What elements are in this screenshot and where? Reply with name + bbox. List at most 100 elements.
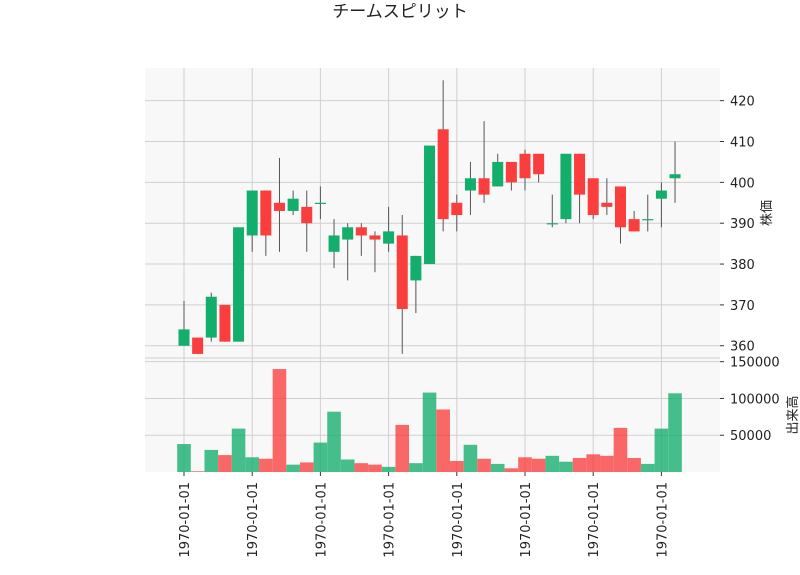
x-tick-label: 1970-01-01 <box>587 482 602 558</box>
volume-bar <box>613 427 628 472</box>
volume-bar <box>654 428 669 472</box>
candle <box>328 219 340 269</box>
candle-body <box>410 255 422 281</box>
x-tick-label: 1970-01-01 <box>314 482 329 558</box>
candle <box>642 194 654 232</box>
volume-bar <box>640 463 655 472</box>
candle-body <box>260 190 272 236</box>
volume-bar <box>450 460 464 472</box>
price-tick-label: 370 <box>730 299 755 314</box>
volume-bar <box>395 424 410 472</box>
candle-body <box>505 161 517 183</box>
candle <box>614 186 626 244</box>
candle <box>219 304 231 342</box>
price-tick-label: 420 <box>730 95 755 110</box>
price-axis-ticks: 360 370 380 390 400 410 420 <box>720 95 755 355</box>
volume-bar <box>381 466 396 472</box>
candle <box>355 223 367 256</box>
volume-bar <box>477 458 491 472</box>
candle-body <box>560 153 572 220</box>
candle <box>587 178 599 220</box>
candle <box>396 215 408 354</box>
candle-body <box>492 161 504 187</box>
candle <box>383 206 395 252</box>
candle-body <box>219 304 231 342</box>
volume-bar <box>518 457 532 472</box>
candle <box>533 153 545 183</box>
candle <box>655 182 667 228</box>
candles <box>178 80 681 354</box>
candle <box>178 300 190 346</box>
candle-body <box>614 186 626 228</box>
candle-body <box>533 153 545 175</box>
x-axis-ticks: 1970-01-01 1970-01-01 1970-01-01 1970-01-01… <box>178 472 670 558</box>
candle-body <box>287 198 299 211</box>
candle-body <box>383 231 395 244</box>
candle <box>233 227 245 342</box>
candle <box>560 153 572 224</box>
candle-body <box>178 329 190 346</box>
volume-bar <box>177 444 191 472</box>
candle-body <box>642 219 654 221</box>
candle <box>451 194 463 232</box>
volume-bar <box>436 409 450 472</box>
candle <box>192 337 204 354</box>
candle-body <box>437 129 449 220</box>
candle-body <box>519 153 531 179</box>
candle-body <box>655 190 667 199</box>
candle-body <box>205 296 217 338</box>
volume-bar <box>272 369 287 472</box>
price-tick-label: 410 <box>730 136 755 151</box>
volume-bars <box>177 369 682 472</box>
x-tick-label: 1970-01-01 <box>451 482 466 558</box>
x-tick-label: 1970-01-01 <box>655 482 670 558</box>
candle-body <box>233 227 245 342</box>
volume-tick-label: 100000 <box>730 392 780 407</box>
volume-bar <box>354 463 369 472</box>
candle-body <box>478 178 490 195</box>
candle-body <box>628 219 640 232</box>
candle <box>669 141 681 203</box>
price-tick-label: 360 <box>730 340 755 355</box>
x-tick-label: 1970-01-01 <box>383 482 398 558</box>
candle <box>437 80 449 232</box>
x-tick-label: 1970-01-01 <box>519 482 534 558</box>
x-gridlines <box>183 68 662 472</box>
candle-body <box>369 235 381 240</box>
candle <box>492 153 504 187</box>
candle <box>260 190 272 256</box>
volume-bar <box>490 463 505 472</box>
volume-bar <box>409 463 423 472</box>
volume-bar <box>190 471 205 472</box>
volume-bar <box>586 454 600 472</box>
price-tick-label: 390 <box>730 217 755 232</box>
candle <box>301 190 313 252</box>
volume-bar <box>668 393 682 472</box>
x-tick-label: 1970-01-01 <box>246 482 261 558</box>
candle-body <box>314 202 326 204</box>
volume-bar <box>327 411 341 472</box>
candle <box>628 210 640 232</box>
candle <box>369 231 381 273</box>
volume-bar <box>463 444 478 472</box>
candle <box>519 149 531 191</box>
chart-title: チームスピリット <box>332 2 468 22</box>
volume-bar <box>231 428 246 472</box>
volume-bar <box>572 458 587 472</box>
candle-body <box>301 206 313 224</box>
volume-tick-label: 150000 <box>730 356 780 371</box>
volume-axis-label: 出来高 <box>785 395 800 434</box>
candle-body <box>424 145 436 265</box>
volume-bar <box>259 458 273 472</box>
candle-body <box>246 190 258 236</box>
candle-body <box>355 227 367 236</box>
candle-body <box>546 223 558 225</box>
candle <box>464 161 476 216</box>
volume-bar <box>340 459 355 472</box>
candle <box>478 121 490 203</box>
candle-body <box>587 178 599 216</box>
candle-body <box>601 202 613 207</box>
volume-tick-label: 50000 <box>730 429 771 444</box>
volume-bar <box>504 468 519 472</box>
volume-bar <box>286 464 300 472</box>
